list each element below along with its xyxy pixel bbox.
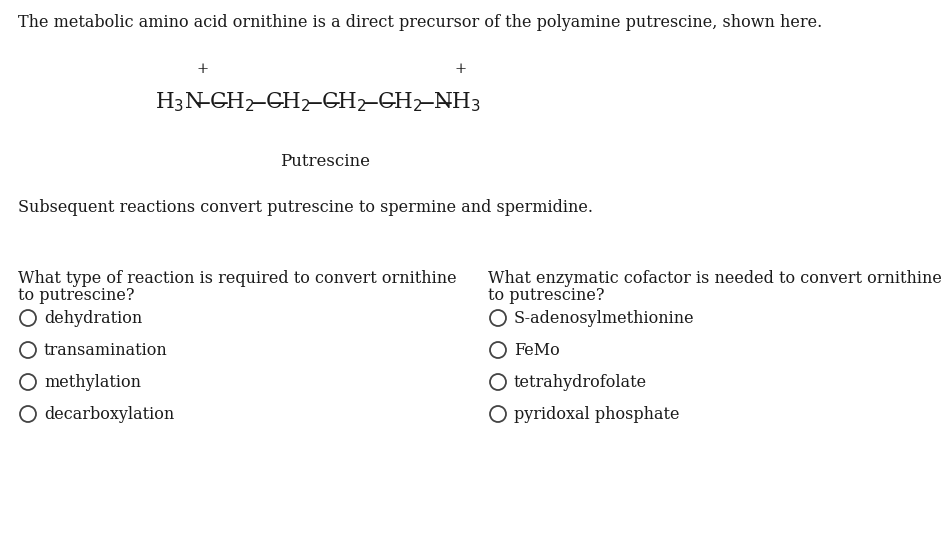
Text: +: + [196,62,208,76]
Text: $-\!-$: $-\!-$ [417,91,453,113]
Text: CH$_2$: CH$_2$ [265,90,311,113]
Text: CH$_2$: CH$_2$ [321,90,366,113]
Text: dehydration: dehydration [44,310,142,327]
Text: CH$_2$: CH$_2$ [209,90,254,113]
Text: transamination: transamination [44,342,168,359]
Text: The metabolic amino acid ornithine is a direct precursor of the polyamine putres: The metabolic amino acid ornithine is a … [18,14,822,31]
Text: FeMo: FeMo [514,342,560,359]
Text: to putrescine?: to putrescine? [18,287,135,304]
Text: to putrescine?: to putrescine? [488,287,605,304]
Text: Subsequent reactions convert putrescine to spermine and spermidine.: Subsequent reactions convert putrescine … [18,199,593,216]
Text: +: + [454,62,466,76]
Text: $-\!-$: $-\!-$ [193,91,230,113]
Text: decarboxylation: decarboxylation [44,406,174,423]
Text: tetrahydrofolate: tetrahydrofolate [514,374,647,391]
Text: $-\!-$: $-\!-$ [249,91,285,113]
Text: Putrescine: Putrescine [280,153,370,170]
Text: H$_3$N: H$_3$N [155,90,204,113]
Text: NH$_3$: NH$_3$ [433,90,481,113]
Text: $-\!-$: $-\!-$ [305,91,341,113]
Text: $-\!-$: $-\!-$ [361,91,398,113]
Text: What enzymatic cofactor is needed to convert ornithine: What enzymatic cofactor is needed to con… [488,270,942,287]
Text: What type of reaction is required to convert ornithine: What type of reaction is required to con… [18,270,457,287]
Text: pyridoxal phosphate: pyridoxal phosphate [514,406,679,423]
Text: CH$_2$: CH$_2$ [377,90,423,113]
Text: methylation: methylation [44,374,141,391]
Text: S-adenosylmethionine: S-adenosylmethionine [514,310,694,327]
